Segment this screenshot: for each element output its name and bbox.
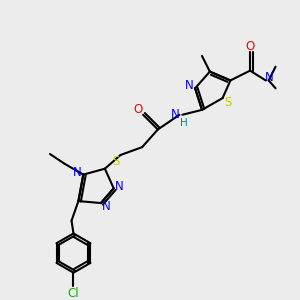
Text: O: O bbox=[245, 40, 255, 52]
Text: N: N bbox=[265, 71, 274, 84]
Text: Cl: Cl bbox=[68, 287, 79, 300]
Text: O: O bbox=[134, 103, 143, 116]
Text: N: N bbox=[115, 180, 124, 193]
Text: S: S bbox=[112, 155, 119, 168]
Text: H: H bbox=[181, 118, 188, 128]
Text: N: N bbox=[171, 108, 180, 121]
Text: N: N bbox=[185, 79, 194, 92]
Text: N: N bbox=[73, 166, 82, 179]
Text: N: N bbox=[101, 200, 110, 214]
Text: S: S bbox=[224, 97, 231, 110]
